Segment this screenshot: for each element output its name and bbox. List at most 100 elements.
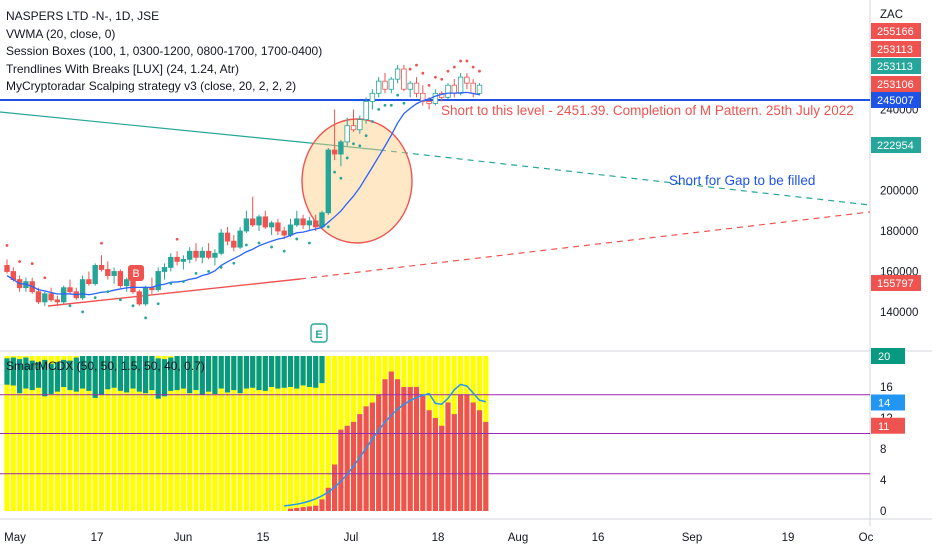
candle-body [357, 119, 363, 131]
candle-body [287, 224, 294, 236]
candle-body [256, 216, 262, 226]
hotmoney-bar [80, 356, 86, 389]
scalping-dot-long [119, 298, 122, 302]
earnings-marker-label: E [315, 329, 322, 341]
hotmoney-bar [218, 356, 224, 389]
hotmoney-bar [237, 356, 243, 394]
price-axis[interactable]: 1400001600001800002000002400002551662531… [871, 23, 921, 319]
candle-body [413, 82, 420, 94]
price-badge-label: 253113 [877, 44, 913, 56]
legend-scalping-strategy[interactable]: MyCryptoradar Scalping strategy v3 (clos… [6, 79, 297, 93]
banker-bar [426, 410, 432, 511]
support-trendline-projection [299, 211, 871, 280]
banker-bar [325, 487, 331, 511]
hotmoney-bar [136, 356, 142, 392]
hotmoney-bar [35, 362, 42, 388]
banker-bar [395, 379, 401, 511]
candle-body [92, 265, 98, 285]
hotmoney-bar [224, 356, 231, 393]
legend-vwma[interactable]: VWMA (20, close, 0) [6, 26, 116, 41]
price-badge [871, 275, 921, 291]
candle-body [344, 125, 350, 143]
scalping-dot-long [219, 265, 223, 269]
candle-body [67, 287, 73, 293]
sub-badge-label: 11 [878, 421, 889, 433]
candle-body [136, 291, 142, 305]
candle-body [193, 250, 199, 258]
smartmcdx-legend[interactable]: SmartMCDX (50, 50, 1.5, 50, 40, 0.7) [6, 359, 205, 373]
price-badge [871, 76, 921, 92]
legend-session-boxes[interactable]: Session Boxes (100, 1, 0300-1200, 0800-1… [6, 44, 323, 58]
hotmoney-bar [98, 356, 105, 395]
price-tick-label: 140000 [880, 307, 918, 319]
hotmoney-bar [168, 357, 174, 391]
banker-bar [300, 507, 306, 511]
symbol-title[interactable]: NASPERS LTD -N-, 1D, JSE [6, 9, 160, 23]
indicator-overlays [5, 59, 481, 320]
time-tick-label: 16 [592, 532, 605, 544]
price-badge [871, 137, 921, 153]
hotmoney-bar [250, 356, 256, 388]
candle-body [363, 101, 369, 121]
scalping-dot-short [427, 83, 431, 87]
time-tick-label: Jun [174, 532, 193, 544]
scalping-dot-long [358, 144, 362, 148]
scalping-dot-long [81, 310, 84, 314]
candle-body [394, 68, 401, 80]
hotmoney-bar [42, 359, 48, 397]
scalping-dot-long [245, 243, 248, 247]
candle-body [401, 68, 407, 90]
hotmoney-bar [117, 356, 123, 391]
buy-signal-marker[interactable]: B [128, 265, 144, 281]
time-axis[interactable]: May 17 Jun 15 Jul 18 Aug 16 Sep 19 Oc [4, 532, 873, 544]
candle-body [325, 149, 331, 214]
candle-body [281, 230, 287, 236]
hotmoney-bar [206, 356, 212, 392]
support-trendline [47, 278, 301, 307]
hotmoney-bar [130, 356, 136, 389]
legend-trendlines[interactable]: Trendlines With Breaks [LUX] (24, 1.24, … [6, 61, 239, 76]
candle-body [111, 271, 117, 276]
candle-body [464, 76, 470, 84]
scalping-dot-long [308, 241, 311, 245]
time-tick-label: Jul [344, 532, 359, 544]
price-tick-label: 200000 [880, 186, 918, 198]
hotmoney-bar [319, 356, 325, 384]
candle-body [79, 279, 86, 299]
scalping-dot-long [295, 237, 299, 241]
hotmoney-bar [155, 358, 161, 399]
mcdx-average-line [284, 383, 486, 507]
price-badge [871, 41, 921, 57]
candle-body [231, 240, 237, 248]
scalping-dot-long [326, 225, 330, 229]
banker-bar [357, 414, 363, 511]
banker-bar [420, 394, 426, 511]
candle-body [212, 252, 218, 258]
candle-body [338, 141, 344, 155]
candle-body [199, 250, 205, 258]
sub-panel-axis[interactable]: 0481216201411 [871, 348, 905, 518]
scalping-dot-long [106, 290, 110, 293]
gap-circle [301, 118, 413, 244]
time-tick-label: Oc [859, 532, 874, 544]
scalping-dot-long [402, 101, 406, 105]
currency-label: ZAC [880, 9, 903, 21]
scalping-dot-long [352, 142, 355, 146]
candle-body [105, 269, 111, 276]
hotmoney-bar [161, 359, 168, 397]
candle-body [48, 293, 54, 301]
scalping-dot-long [131, 304, 135, 308]
banker-bar [407, 387, 413, 511]
banker-bar [313, 505, 319, 511]
scalping-dot-long [383, 103, 387, 107]
scalping-dot-long [257, 241, 261, 245]
scalping-dot-short [434, 75, 437, 79]
scalping-dot-short [421, 71, 425, 75]
time-tick-label: May [4, 532, 26, 544]
banker-bar [338, 429, 344, 511]
banker-bar [432, 418, 438, 511]
hotmoney-bar [180, 356, 186, 389]
banker-bar [376, 394, 382, 511]
earnings-marker[interactable]: E [310, 323, 328, 343]
